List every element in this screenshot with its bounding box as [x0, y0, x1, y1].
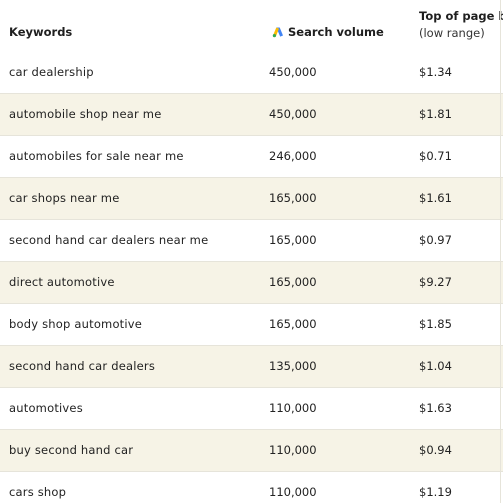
table-row: second hand car dealers 135,000 $1.04: [0, 346, 503, 388]
search-volume-column-header: Search volume: [272, 25, 384, 39]
keyword-cell: second hand car dealers near me: [9, 233, 209, 247]
volume-cell: 135,000: [269, 359, 317, 373]
bid-range-sublabel: (low range): [419, 26, 485, 40]
table-header: Keywords Search volume Top of page bi (l…: [0, 0, 503, 53]
volume-cell: 110,000: [269, 485, 317, 499]
table-body: car dealership 450,000 $1.34 automobile …: [0, 52, 503, 503]
bid-cell: $1.61: [419, 191, 452, 205]
keywords-column-header: Keywords: [9, 25, 73, 39]
bid-cell: $1.04: [419, 359, 452, 373]
volume-cell: 165,000: [269, 233, 317, 247]
volume-cell: 450,000: [269, 65, 317, 79]
keyword-cell: second hand car dealers: [9, 359, 156, 373]
keyword-cell: automobiles for sale near me: [9, 149, 184, 163]
table-row: buy second hand car 110,000 $0.94: [0, 430, 503, 472]
keyword-cell: car shops near me: [9, 191, 120, 205]
table-row: car dealership 450,000 $1.34: [0, 52, 503, 94]
volume-cell: 246,000: [269, 149, 317, 163]
table-row: automotives 110,000 $1.63: [0, 388, 503, 430]
bid-cell: $0.71: [419, 149, 452, 163]
keyword-cell: car dealership: [9, 65, 94, 79]
volume-cell: 110,000: [269, 401, 317, 415]
bid-cell: $1.34: [419, 65, 452, 79]
bid-cell: $0.94: [419, 443, 452, 457]
bid-cell: $1.63: [419, 401, 452, 415]
bid-cell: $0.97: [419, 233, 452, 247]
keyword-cell: automotives: [9, 401, 83, 415]
table-row: car shops near me 165,000 $1.61: [0, 178, 503, 220]
bid-cell: $1.81: [419, 107, 452, 121]
search-volume-label: Search volume: [288, 25, 384, 39]
table-row: direct automotive 165,000 $9.27: [0, 262, 503, 304]
table-row: automobile shop near me 450,000 $1.81: [0, 94, 503, 136]
table-row: automobiles for sale near me 246,000 $0.…: [0, 136, 503, 178]
keyword-cell: direct automotive: [9, 275, 115, 289]
keyword-cell: automobile shop near me: [9, 107, 162, 121]
table-row: second hand car dealers near me 165,000 …: [0, 220, 503, 262]
volume-cell: 165,000: [269, 317, 317, 331]
bid-cell: $1.85: [419, 317, 452, 331]
bid-cell: $1.19: [419, 485, 452, 499]
right-divider: [500, 0, 501, 503]
keyword-cell: buy second hand car: [9, 443, 134, 457]
volume-cell: 165,000: [269, 275, 317, 289]
volume-cell: 450,000: [269, 107, 317, 121]
bid-cell: $9.27: [419, 275, 452, 289]
keyword-cell: cars shop: [9, 485, 67, 499]
volume-cell: 110,000: [269, 443, 317, 457]
table-row: body shop automotive 165,000 $1.85: [0, 304, 503, 346]
top-of-page-bid-column-header: Top of page bi: [419, 9, 503, 23]
google-ads-icon: [272, 26, 284, 38]
table-row: cars shop 110,000 $1.19: [0, 472, 503, 503]
keyword-cell: body shop automotive: [9, 317, 143, 331]
volume-cell: 165,000: [269, 191, 317, 205]
